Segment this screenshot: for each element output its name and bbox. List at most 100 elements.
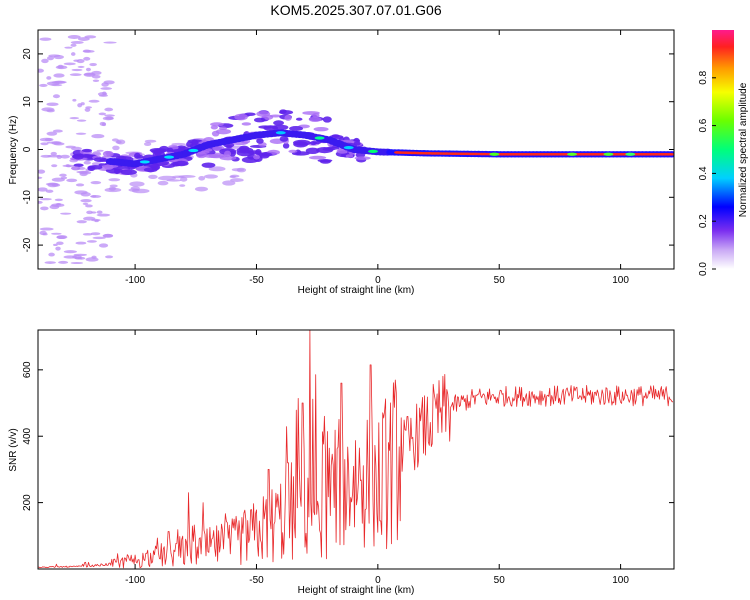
colorbar-label: Normalized spectral amplitude (738, 82, 749, 217)
spectrogram-noise-blob (97, 92, 108, 96)
spectrogram-noise-blob (69, 116, 80, 120)
spectrogram-clutter-blob (201, 162, 216, 168)
spectrogram-xtick-label: -50 (249, 275, 264, 286)
spectrogram-clutter-blob (236, 149, 255, 157)
spectrogram-clutter-blob (311, 112, 320, 118)
colorbar-tick-label: 0.6 (698, 118, 709, 132)
spectrogram-clutter-blob (322, 116, 332, 123)
spectrogram-clutter-blob (308, 155, 327, 160)
spectrogram-noise-blob (105, 116, 114, 120)
spectrogram-noise-blob (90, 181, 102, 185)
spectrogram-noise-blob (63, 250, 77, 254)
spectrogram-noise-blob (102, 233, 114, 238)
spectrogram-noise-blob (75, 241, 87, 245)
spectrogram-noise-blob (50, 84, 63, 87)
snr-ylabel: SNR (v/v) (8, 428, 19, 471)
colorbar-gradient (712, 30, 734, 269)
spectrogram-noise-blob (38, 68, 44, 73)
spectrogram-noise-blob (64, 46, 73, 49)
spectrogram-noise-blob (53, 80, 67, 84)
spectrogram-clutter-blob (309, 140, 317, 146)
spectrogram-noise-blob (71, 146, 83, 151)
spectrogram-noise-blob (44, 138, 52, 142)
spectrogram-noise-blob (90, 232, 101, 236)
snr-xtick-label: -100 (125, 575, 145, 586)
spectrogram-noise-blob (59, 173, 67, 177)
spectrogram-clutter-blob (215, 128, 232, 135)
spectrogram-noise-blob (53, 243, 58, 247)
spectrogram-noise-blob (230, 178, 244, 182)
spectrogram-noise-blob (84, 107, 91, 112)
snr-xlabel: Height of straight line (km) (298, 585, 415, 596)
spectrogram-noise-blob (46, 141, 60, 144)
spectrogram-noise-blob (83, 50, 95, 53)
spectrogram-noise-blob (104, 187, 122, 193)
spectrogram-xtick-label: -100 (125, 275, 145, 286)
spectrogram-clutter-blob (317, 159, 333, 163)
snr-series-line (38, 330, 674, 569)
spectrogram-xlabel: Height of straight line (km) (298, 285, 415, 296)
spectrogram-ridge-highlight (567, 152, 578, 156)
spectrogram-clutter-blob (282, 142, 290, 149)
spectrogram-clutter-blob (256, 138, 264, 144)
spectrogram-clutter-blob (279, 136, 289, 142)
spectrogram-noise-blob (67, 35, 81, 39)
spectrogram-noise-blob (70, 52, 76, 56)
spectrogram-noise-blob (130, 186, 140, 191)
spectrogram-noise-blob (46, 102, 59, 107)
spectrogram-noise-blob (89, 62, 97, 67)
spectrogram-noise-blob (45, 189, 54, 193)
spectrogram-clutter-blob (203, 153, 221, 158)
spectrogram-noise-blob (83, 216, 96, 221)
spectrogram-ytick-label: 10 (22, 96, 33, 108)
spectrogram-noise-blob (60, 176, 68, 180)
snr-xtick-label: 0 (375, 575, 381, 586)
spectrogram-noise-blob (46, 131, 58, 136)
spectrogram-noise-blob (38, 200, 43, 204)
spectrogram-clutter-blob (256, 110, 271, 117)
spectrogram-noise-blob (94, 219, 99, 223)
spectrogram-noise-blob (171, 142, 186, 146)
spectrogram-ridge-highlight (625, 152, 636, 156)
spectrogram-noise-blob (86, 240, 97, 243)
spectrogram-noise-blob (47, 182, 59, 188)
spectrogram-noise-blob (70, 43, 77, 47)
spectrogram-noise-blob (85, 204, 93, 208)
spectrogram-xtick-label: 0 (375, 275, 381, 286)
spectrogram-noise-blob (51, 164, 58, 168)
spectrogram-noise-blob (85, 257, 99, 262)
spectrogram-noise-blob (48, 252, 55, 257)
spectrogram-clutter-blob (288, 149, 298, 154)
spectrogram-ridge-highlight (314, 136, 325, 140)
spectrogram-clutter-blob (101, 164, 119, 168)
spectrogram-noise-blob (236, 167, 247, 173)
spectrogram-noise-blob (83, 56, 91, 61)
spectrogram-clutter-blob (345, 154, 354, 158)
spectrogram-noise-blob (222, 180, 236, 186)
spectrogram-noise-blob (98, 243, 109, 248)
spectrogram-noise-blob (90, 195, 102, 198)
spectrogram-ytick-label: -20 (22, 237, 33, 252)
spectrogram-noise-blob (39, 83, 48, 87)
spectrogram-clutter-blob (258, 125, 273, 129)
spectrogram-clutter-blob (259, 153, 270, 159)
spectrogram-noise-blob (74, 256, 82, 260)
spectrogram-noise-blob (208, 166, 226, 172)
spectrogram-noise-blob (63, 62, 76, 66)
spectrogram-noise-blob (60, 154, 70, 159)
spectrogram-noise-blob (39, 227, 54, 231)
spectrogram-clutter-blob (354, 156, 371, 161)
spectrogram-noise-blob (194, 186, 208, 192)
spectrogram-noise-blob (82, 202, 89, 205)
spectrogram-noise-blob (77, 65, 85, 68)
spectrogram-noise-blob (99, 121, 106, 126)
spectrogram-ridge-highlight (367, 149, 378, 154)
spectrogram-noise-blob (51, 203, 65, 208)
spectrogram-noise-blob (96, 210, 103, 214)
spectrogram-clutter-blob (223, 150, 232, 158)
spectrogram-noise-blob (229, 174, 240, 178)
spectrogram-noise-blob (71, 68, 83, 72)
spectrogram-clutter-blob (279, 110, 294, 115)
spectrogram-noise-blob (104, 255, 114, 259)
